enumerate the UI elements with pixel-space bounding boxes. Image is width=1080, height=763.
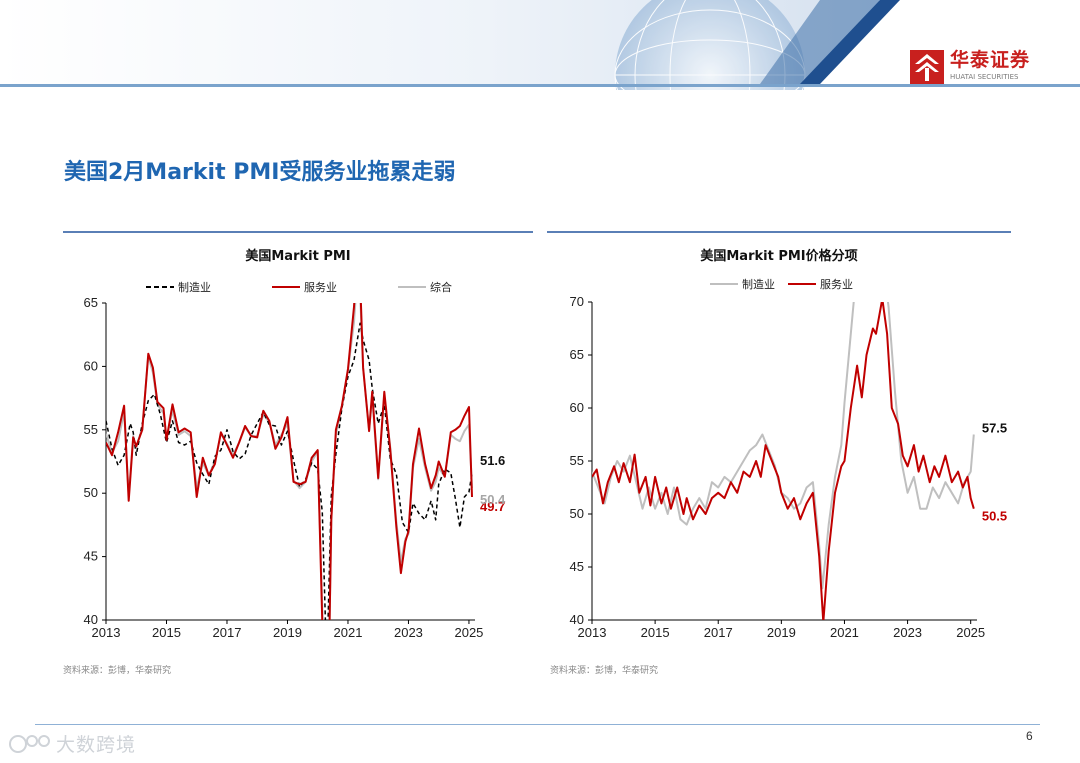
y-tick-label: 65 [84,295,98,310]
series-line [592,302,975,590]
series-line [592,302,975,620]
page-number: 6 [1026,729,1033,743]
legend-item: 服务业 [788,278,853,291]
y-tick-label: 45 [570,559,584,574]
y-tick-label: 40 [84,612,98,627]
watermark-text: 大数跨境 [56,734,137,756]
logo-en: HUATAI SECURITIES [950,73,1019,81]
series-end-label: 57.5 [982,421,1007,436]
x-tick-label: 2019 [767,625,796,640]
legend-item: 综合 [398,280,452,294]
x-tick-label: 2021 [830,625,859,640]
x-tick-label: 2019 [273,625,302,640]
x-tick-label: 2023 [394,625,423,640]
legend-item: 制造业 [146,280,211,294]
x-tick-label: 2023 [893,625,922,640]
x-tick-label: 2017 [704,625,733,640]
panel-top-rule [547,231,1011,233]
source-note-left: 资料来源：彭博，华泰研究 [63,666,172,676]
header-banner [0,0,1080,90]
y-tick-label: 40 [570,612,584,627]
x-tick-label: 2015 [641,625,670,640]
logo-mark-icon [910,50,944,84]
x-tick-label: 2013 [92,625,121,640]
chart-panel-markit-pmi: 美国Markit PMI 制造业 服务业 综合 40 45 50 55 60 65 2013 2015… [63,231,533,661]
legend-label: 服务业 [304,281,337,294]
page-title: 美国2月Markit PMI受服务业拖累走弱 [64,160,456,185]
legend-item: 制造业 [710,277,775,291]
x-tick-label: 2025 [956,625,985,640]
series-line [106,303,473,620]
watermark: 大数跨境 [8,730,136,757]
series-line [106,303,473,620]
legend-label: 综合 [430,280,452,294]
y-tick-label: 55 [570,453,584,468]
x-tick-label: 2013 [578,625,607,640]
y-tick-label: 60 [84,358,98,373]
y-tick-label: 55 [84,422,98,437]
chart-title: 美国Markit PMI [245,248,350,264]
series-end-label: 50.4 [480,492,506,507]
watermark-logo-icon [9,734,50,753]
source-note-right: 资料来源：彭博，华泰研究 [550,666,659,676]
y-tick-label: 60 [570,400,584,415]
y-tick-label: 65 [570,347,584,362]
series-line [106,322,473,620]
x-tick-label: 2025 [454,625,483,640]
y-tick-label: 70 [570,294,584,309]
chart-title: 美国Markit PMI价格分项 [700,248,857,264]
series-end-label: 50.5 [982,509,1007,524]
logo-cn: 华泰证券 [950,49,1031,71]
panel-top-rule [63,231,533,233]
y-tick-label: 50 [84,485,98,500]
chart-markit-pmi: 美国Markit PMI 制造业 服务业 综合 40 45 50 55 60 65 2013 2015… [84,248,507,640]
series-end-label: 49.7 [480,499,505,514]
x-tick-label: 2017 [213,625,242,640]
legend-label: 服务业 [820,278,853,291]
footer-rule [35,724,1040,725]
legend-item: 服务业 [272,281,337,294]
y-tick-label: 45 [84,549,98,564]
series-end-label: 51.6 [480,453,505,468]
company-logo: 华泰证券 HUATAI SECURITIES [910,50,1030,84]
y-tick-label: 50 [570,506,584,521]
chart-panel-pmi-prices: 美国Markit PMI价格分项制造业 服务业 40 45 50 55 60 65 70 2013… [547,231,1011,661]
x-tick-label: 2021 [334,625,363,640]
legend-label: 制造业 [742,277,775,291]
legend-label: 制造业 [178,280,211,294]
x-tick-label: 2015 [152,625,181,640]
